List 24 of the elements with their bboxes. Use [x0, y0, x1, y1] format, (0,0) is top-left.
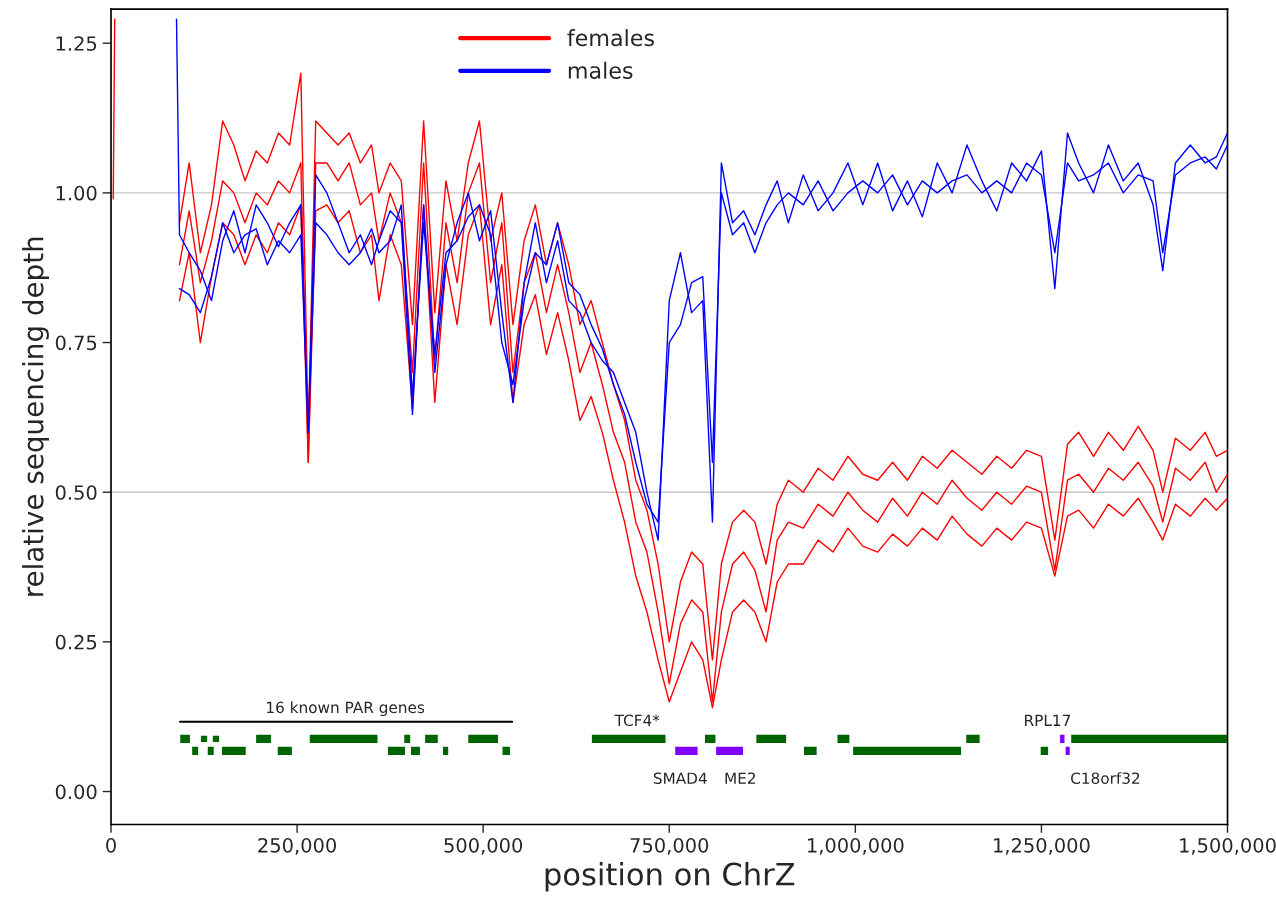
x-tick-label: 500,000 [444, 838, 523, 855]
annotation: SMAD4 [653, 772, 707, 784]
y-tick-label: 0.00 [55, 784, 97, 800]
y-tick-label: 1.25 [56, 36, 97, 51]
legend-label: females [567, 29, 654, 47]
x-tick-label: 1,000,000 [808, 838, 904, 855]
annotation: C18orf32 [1071, 772, 1140, 784]
y-tick-label: 0.75 [55, 335, 97, 351]
line-series [175, 18, 1228, 541]
x-axis-title: position on ChrZ [545, 862, 795, 892]
x-tick-label: 1,500,000 [1180, 838, 1276, 855]
x-tick-label: 250,000 [258, 838, 337, 855]
annotation: TCF4* [614, 714, 660, 727]
annotation: RPL17 [1025, 714, 1071, 726]
legend-label: males [568, 61, 633, 79]
y-tick-label: 1.00 [56, 185, 97, 201]
annotation: ME2 [725, 772, 756, 784]
annotation: 16 known PAR genes [267, 701, 425, 717]
y-tick-label: 0.25 [55, 634, 97, 650]
y-axis-title: relative sequencing depth [22, 237, 49, 596]
x-tick-label: 750,000 [630, 838, 709, 855]
y-tick-label: 0.50 [55, 485, 97, 500]
x-tick-label: 1,250,000 [994, 838, 1090, 855]
x-tick-label: 0 [106, 838, 116, 853]
